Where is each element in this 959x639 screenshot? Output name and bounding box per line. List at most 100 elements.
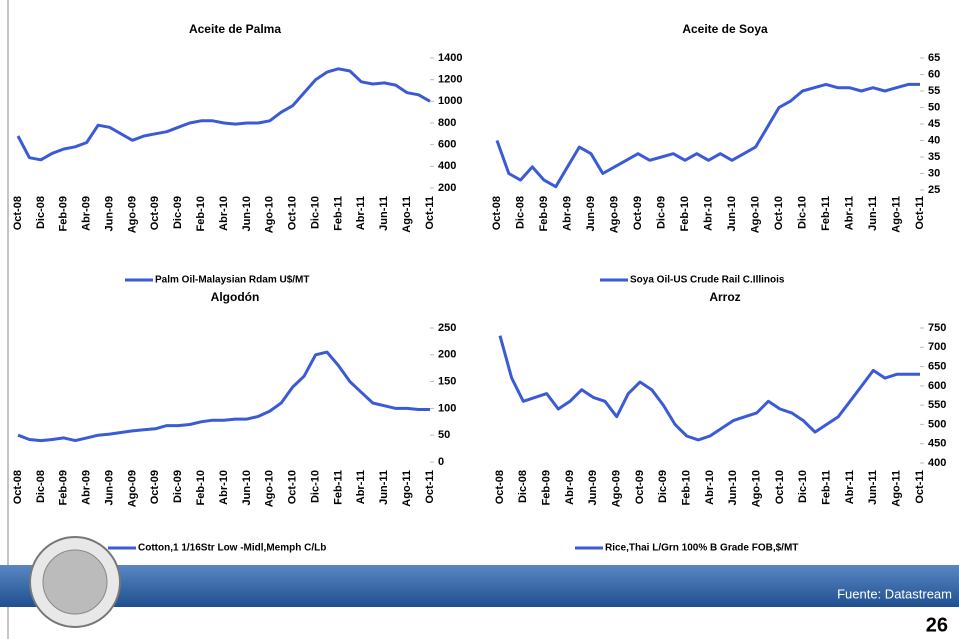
chart-title: Aceite de Soya bbox=[682, 22, 768, 36]
x-tick-label: Feb-11 bbox=[332, 470, 344, 505]
x-tick-label: Oct-11 bbox=[424, 470, 436, 504]
x-tick-label: Ago-09 bbox=[608, 196, 620, 233]
x-tick-label: Jun-09 bbox=[103, 196, 115, 231]
x-tick-label: Dic-09 bbox=[655, 196, 667, 229]
x-tick-label: Abr-10 bbox=[218, 470, 230, 505]
x-tick-label: Ago-09 bbox=[126, 470, 138, 507]
x-tick-label: Oct-09 bbox=[149, 196, 161, 230]
y-tick-label: 600 bbox=[928, 380, 946, 392]
y-tick-label: 1200 bbox=[438, 74, 462, 86]
x-tick-label: Dic-10 bbox=[796, 196, 808, 229]
y-tick-label: 60 bbox=[928, 68, 940, 80]
series-line bbox=[495, 82, 920, 189]
x-tick-label: Oct-11 bbox=[914, 470, 926, 504]
chart-title: Algodón bbox=[211, 290, 260, 304]
y-tick-label: 400 bbox=[928, 457, 946, 469]
x-tick-label: Abr-10 bbox=[218, 196, 230, 231]
y-tick-label: 750 bbox=[928, 322, 946, 334]
series-line bbox=[16, 67, 431, 162]
y-tick-label: 400 bbox=[438, 160, 456, 172]
x-tick-label: Jun-09 bbox=[587, 470, 599, 505]
x-tick-label: Oct-11 bbox=[914, 196, 926, 230]
y-tick-label: 35 bbox=[928, 151, 940, 163]
x-tick-label: Oct-08 bbox=[491, 196, 503, 230]
x-tick-label: Feb-09 bbox=[541, 470, 553, 505]
y-tick-label: 500 bbox=[928, 418, 946, 430]
x-tick-label: Ago-11 bbox=[401, 196, 413, 233]
x-tick-label: Dic-10 bbox=[797, 470, 809, 503]
y-tick-label: 650 bbox=[928, 360, 946, 372]
x-tick-label: Feb-10 bbox=[195, 196, 207, 231]
x-tick-label: Feb-10 bbox=[679, 196, 691, 231]
x-tick-label: Feb-09 bbox=[58, 196, 70, 231]
x-tick-label: Ago-10 bbox=[751, 470, 763, 507]
x-tick-label: Oct-10 bbox=[773, 196, 785, 230]
legend-label: Rice,Thai L/Grn 100% B Grade FOB,$/MT bbox=[605, 543, 798, 554]
x-tick-label: Oct-09 bbox=[149, 470, 161, 504]
x-tick-label: Dic-09 bbox=[657, 470, 669, 503]
x-tick-label: Oct-10 bbox=[774, 470, 786, 504]
x-tick-label: Jun-11 bbox=[867, 470, 879, 505]
x-tick-label: Feb-11 bbox=[820, 196, 832, 231]
x-tick-label: Dic-10 bbox=[309, 470, 321, 503]
x-tick-label: Feb-11 bbox=[821, 470, 833, 505]
x-tick-label: Abr-10 bbox=[702, 196, 714, 231]
legend-label: Soya Oil-US Crude Rail C.Illinois bbox=[630, 275, 785, 286]
y-tick-label: 0 bbox=[438, 456, 444, 468]
source: Fuente: Datastream bbox=[837, 586, 952, 601]
x-tick-label: Dic-08 bbox=[514, 196, 526, 229]
x-tick-label: Ago-10 bbox=[264, 196, 276, 233]
x-tick-label: Feb-11 bbox=[332, 196, 344, 231]
page-number: 26 bbox=[926, 614, 948, 636]
x-tick-label: Abr-11 bbox=[844, 470, 856, 504]
x-tick-label: Ago-11 bbox=[890, 196, 902, 233]
x-tick-label: Jun-10 bbox=[726, 196, 738, 231]
x-tick-label: Oct-08 bbox=[494, 470, 506, 504]
x-tick-label: Abr-11 bbox=[843, 196, 855, 230]
y-tick-label: 50 bbox=[438, 429, 450, 441]
y-tick-label: 250 bbox=[438, 322, 456, 334]
x-tick-label: Abr-09 bbox=[81, 470, 93, 505]
footer-band bbox=[0, 565, 959, 607]
x-tick-label: Feb-10 bbox=[681, 470, 693, 505]
chart-title: Arroz bbox=[709, 290, 740, 304]
y-tick-label: 200 bbox=[438, 349, 456, 361]
x-tick-label: Feb-09 bbox=[58, 470, 70, 505]
y-tick-label: 200 bbox=[438, 182, 456, 194]
x-tick-label: Ago-11 bbox=[401, 470, 413, 507]
x-tick-label: Oct-08 bbox=[12, 470, 24, 504]
x-tick-label: Jun-11 bbox=[378, 470, 390, 505]
legend-label: Cotton,1 1/16Str Low -Midl,Memph C/Lb bbox=[138, 543, 326, 554]
x-tick-label: Feb-10 bbox=[195, 470, 207, 505]
y-tick-label: 30 bbox=[928, 167, 940, 179]
x-tick-label: Ago-10 bbox=[264, 470, 276, 507]
y-tick-label: 600 bbox=[438, 139, 456, 151]
seal-inner bbox=[42, 549, 108, 615]
y-tick-label: 450 bbox=[928, 438, 946, 450]
x-tick-label: Jun-10 bbox=[241, 196, 253, 231]
y-tick-label: 100 bbox=[438, 402, 456, 414]
y-tick-label: 55 bbox=[928, 85, 940, 97]
x-tick-label: Abr-09 bbox=[564, 470, 576, 505]
y-tick-label: 40 bbox=[928, 134, 940, 146]
x-tick-label: Dic-10 bbox=[309, 196, 321, 229]
y-tick-label: 150 bbox=[438, 376, 456, 388]
chart-title: Aceite de Palma bbox=[189, 22, 281, 36]
x-tick-label: Ago-09 bbox=[611, 470, 623, 507]
x-tick-label: Jun-11 bbox=[867, 196, 879, 231]
x-tick-label: Jun-09 bbox=[103, 470, 115, 505]
x-tick-label: Feb-09 bbox=[538, 196, 550, 231]
x-tick-label: Dic-09 bbox=[172, 470, 184, 503]
x-tick-label: Dic-08 bbox=[517, 470, 529, 503]
y-tick-label: 65 bbox=[928, 52, 940, 64]
x-tick-label: Dic-09 bbox=[172, 196, 184, 229]
series-line bbox=[498, 335, 920, 442]
x-tick-label: Oct-09 bbox=[632, 196, 644, 230]
x-tick-label: Abr-11 bbox=[355, 196, 367, 230]
x-tick-label: Abr-11 bbox=[355, 470, 367, 504]
legend-label: Palm Oil-Malaysian Rdam U$/MT bbox=[155, 275, 310, 286]
x-tick-label: Dic-08 bbox=[35, 196, 47, 229]
x-tick-label: Ago-10 bbox=[749, 196, 761, 233]
y-tick-label: 550 bbox=[928, 399, 946, 411]
